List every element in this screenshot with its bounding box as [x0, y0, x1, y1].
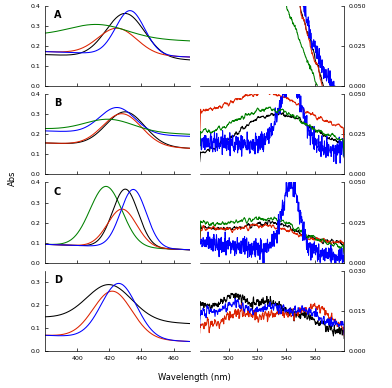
Text: Wavelength (nm): Wavelength (nm): [158, 373, 231, 382]
Text: B: B: [54, 98, 61, 108]
Text: Abs: Abs: [8, 171, 17, 186]
Text: C: C: [54, 187, 61, 196]
Text: D: D: [54, 275, 62, 285]
Text: A: A: [54, 10, 61, 20]
